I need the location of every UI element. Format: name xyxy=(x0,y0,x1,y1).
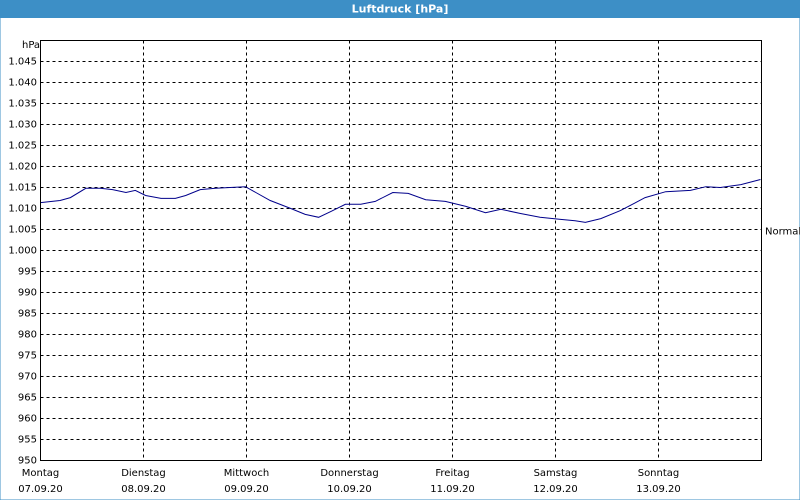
x-tick-label: Dienstag xyxy=(121,468,166,479)
y-tick-label: 970 xyxy=(18,372,37,383)
y-tick-label: 1.040 xyxy=(8,78,37,89)
y-tick-label: 965 xyxy=(18,393,37,404)
x-tick-label: Sonntag xyxy=(638,468,680,479)
plot-border xyxy=(40,40,762,461)
y-tick-label: 1.035 xyxy=(8,99,37,110)
y-tick-label: 1.015 xyxy=(8,183,37,194)
x-tick-label: Donnerstag xyxy=(320,468,378,479)
y-tick-label: 1.020 xyxy=(8,162,37,173)
y-tick-label: 980 xyxy=(18,330,37,341)
y-tick-label: 975 xyxy=(18,351,37,362)
y-tick-label: 1.025 xyxy=(8,141,37,152)
y-tick-label: 955 xyxy=(18,435,37,446)
y-tick-label: 950 xyxy=(18,456,37,467)
x-tick-date: 12.09.20 xyxy=(533,484,578,495)
y-tick-label: 1.010 xyxy=(8,204,37,215)
x-tick-label: Montag xyxy=(22,468,59,479)
x-tick-label: Mittwoch xyxy=(224,468,269,479)
y-tick-label: 1.000 xyxy=(8,246,37,257)
y-tick-label: 995 xyxy=(18,267,37,278)
y-tick-label: 985 xyxy=(18,309,37,320)
data-line xyxy=(40,179,761,223)
y-tick-label: 990 xyxy=(18,288,37,299)
x-tick-date: 08.09.20 xyxy=(121,484,166,495)
y-tick-label: 1.005 xyxy=(8,225,37,236)
x-tick-label: Samstag xyxy=(534,468,578,479)
chart-title: Luftdruck [hPa] xyxy=(352,3,449,16)
y-tick-label: 1.030 xyxy=(8,120,37,131)
x-tick-date: 13.09.20 xyxy=(636,484,681,495)
x-tick-date: 07.09.20 xyxy=(18,484,63,495)
x-tick-label: Freitag xyxy=(435,468,469,479)
y-tick-label: 1.045 xyxy=(8,57,37,68)
reference-label: Normal xyxy=(765,227,800,238)
y-tick-label: 960 xyxy=(18,414,37,425)
x-tick-date: 11.09.20 xyxy=(430,484,475,495)
title-bar xyxy=(0,0,800,18)
y-unit: hPa xyxy=(22,40,40,51)
x-tick-date: 10.09.20 xyxy=(327,484,372,495)
x-tick-date: 09.09.20 xyxy=(224,484,269,495)
